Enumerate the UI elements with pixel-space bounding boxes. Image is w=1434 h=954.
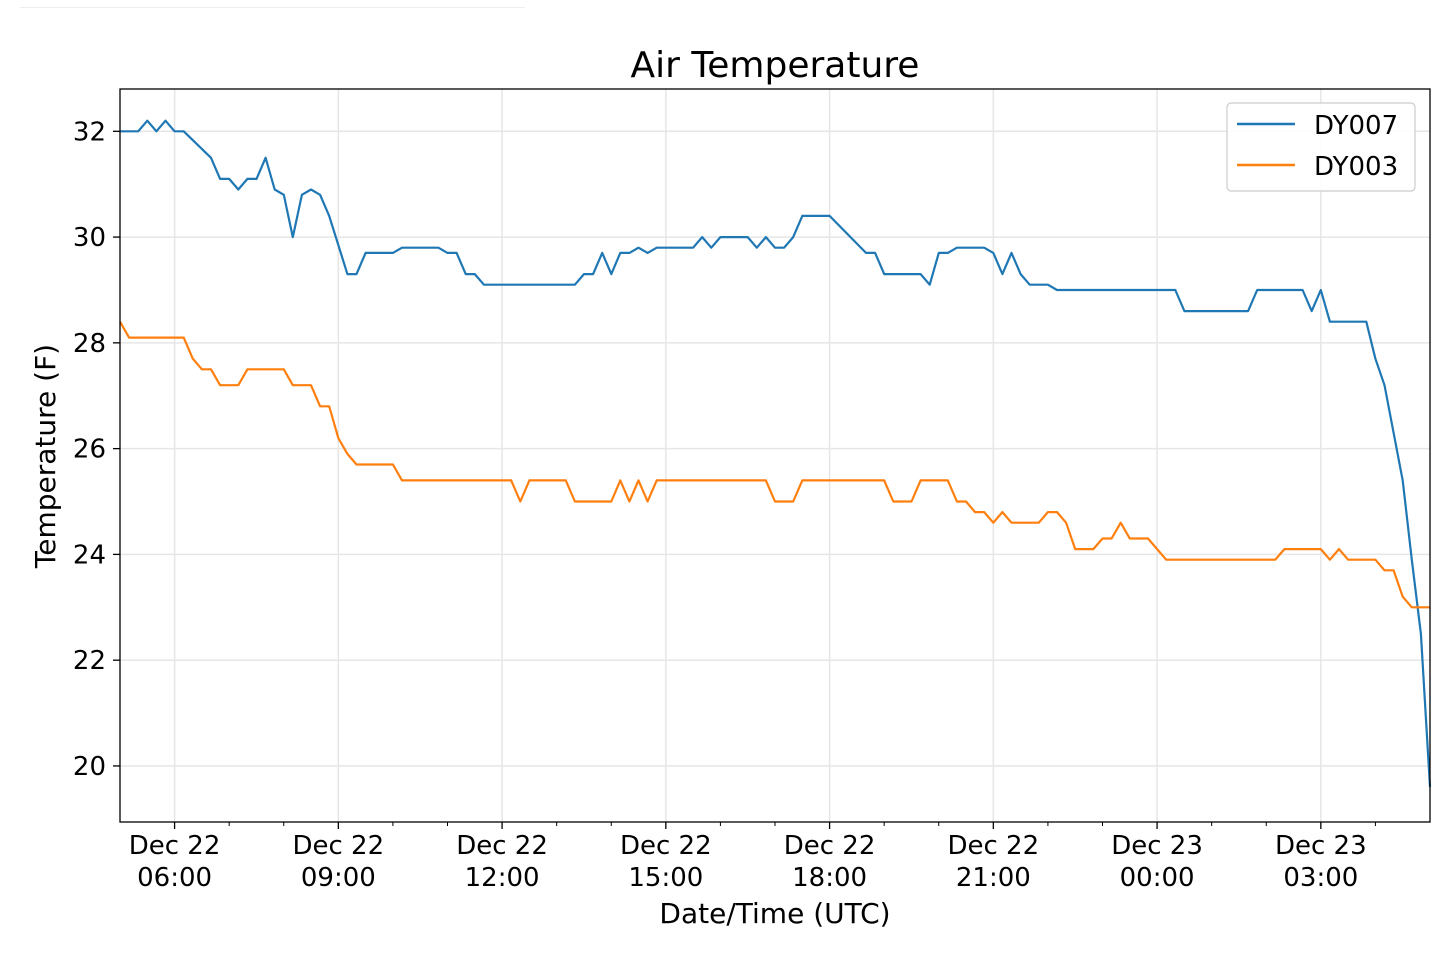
- y-tick-label: 32: [73, 117, 106, 147]
- series-line-dy003: [119, 321, 1430, 609]
- x-tick-label-date: Dec 22: [456, 831, 548, 861]
- x-tick-label-date: Dec 22: [784, 831, 876, 861]
- x-tick-label-date: Dec 22: [620, 831, 712, 861]
- x-tick-label-time: 03:00: [1283, 863, 1358, 893]
- plot-frame: [119, 88, 1431, 823]
- y-tick-label: 30: [73, 223, 106, 253]
- top-divider: [20, 7, 525, 8]
- x-tick-label-time: 06:00: [137, 863, 212, 893]
- y-tick-label: 20: [73, 752, 106, 782]
- y-axis-label: Temperature (F): [29, 344, 62, 569]
- x-tick-label-time: 18:00: [792, 863, 867, 893]
- legend: DY007 DY003: [1226, 102, 1416, 192]
- x-tick-label-date: Dec 22: [947, 831, 1039, 861]
- grid: [120, 89, 1430, 822]
- x-tick-label-date: Dec 23: [1111, 831, 1203, 861]
- x-tick-label-time: 21:00: [956, 863, 1031, 893]
- x-tick-label-date: Dec 22: [292, 831, 384, 861]
- chart-title: Air Temperature: [631, 45, 920, 86]
- y-tick-label: 28: [73, 329, 106, 359]
- legend-label-dy003: DY003: [1314, 152, 1398, 182]
- x-tick-label-time: 12:00: [465, 863, 540, 893]
- series-lines: [119, 119, 1432, 788]
- x-tick-label-date: Dec 23: [1275, 831, 1367, 861]
- x-tick-label-time: 09:00: [301, 863, 376, 893]
- x-tick-label-time: 15:00: [628, 863, 703, 893]
- y-tick-label: 22: [73, 646, 106, 676]
- y-tick-label: 24: [73, 540, 106, 570]
- x-tick-label-date: Dec 22: [129, 831, 221, 861]
- x-tick-label-time: 00:00: [1120, 863, 1195, 893]
- y-tick-label: 26: [73, 435, 106, 465]
- x-axis-label: Date/Time (UTC): [659, 897, 890, 930]
- series-line-dy007: [120, 119, 1432, 788]
- legend-label-dy007: DY007: [1314, 111, 1398, 141]
